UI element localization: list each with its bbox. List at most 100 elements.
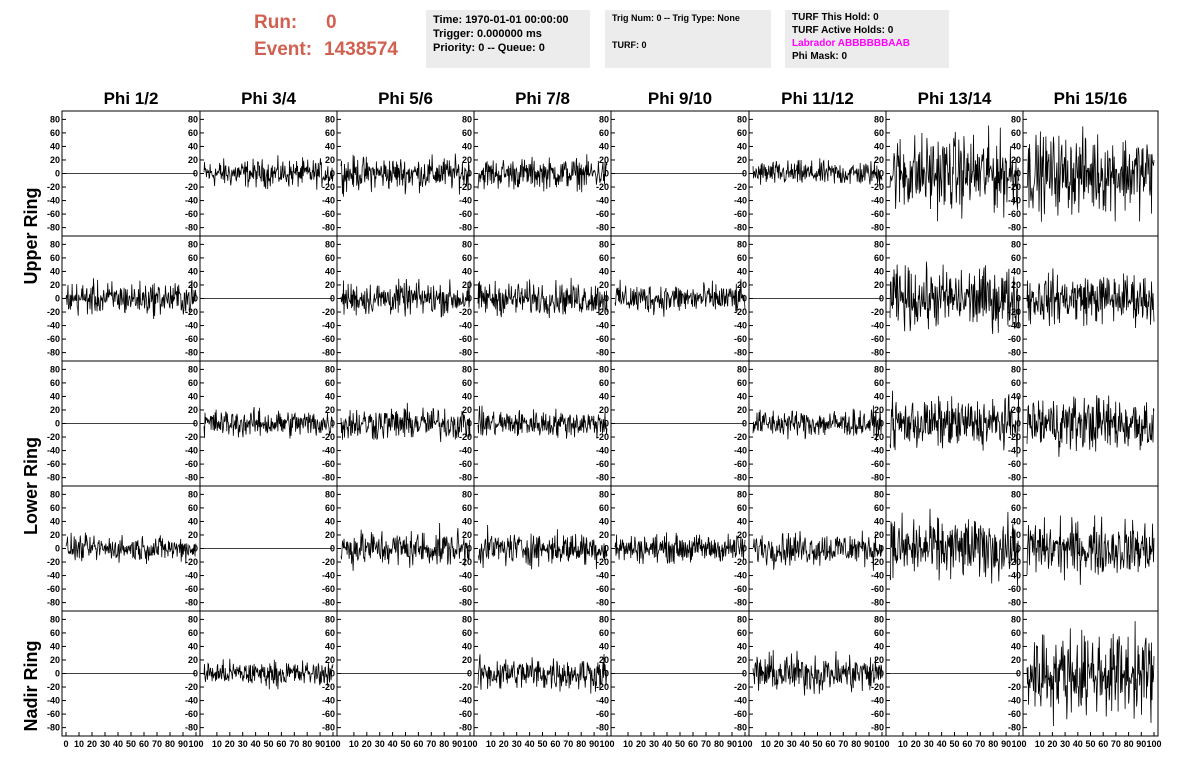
y-tick-label: 40 — [325, 516, 335, 526]
x-tick-label: 80 — [576, 739, 586, 749]
x-tick-label: 40 — [662, 739, 672, 749]
y-tick-label: 60 — [737, 128, 747, 138]
y-tick-label: -20 — [322, 557, 335, 567]
y-tick-label: 80 — [325, 614, 335, 624]
x-tick-label: 100 — [1011, 739, 1026, 749]
y-tick-label: 20 — [325, 655, 335, 665]
waveform-trace — [889, 261, 1020, 335]
y-tick-label: 20 — [599, 530, 609, 540]
y-tick-label: 60 — [50, 253, 60, 263]
y-tick-label: 0 — [193, 669, 198, 679]
x-tick-label: 10 — [74, 739, 84, 749]
y-tick-label: 0 — [55, 419, 60, 429]
y-tick-label: 0 — [1016, 294, 1021, 304]
y-tick-label: -20 — [459, 682, 472, 692]
waveform-trace — [340, 522, 471, 571]
y-tick-label: 0 — [330, 544, 335, 554]
waveform-panel: -80 -60 -40 -20 0 20 40 60 80 — [734, 360, 887, 487]
y-tick-label: 40 — [1011, 516, 1021, 526]
y-tick-label: -20 — [596, 682, 609, 692]
turf-line: TURF: 0 — [612, 40, 647, 50]
waveform-panel: -80 -60 -40 -20 0 20 40 60 80 — [596, 360, 750, 487]
column-header: Phi 11/12 — [781, 89, 854, 108]
x-tick-label: 40 — [800, 739, 810, 749]
x-tick-label: 80 — [302, 739, 312, 749]
y-tick-label: -80 — [47, 723, 60, 733]
ring-label: Lower Ring — [21, 437, 41, 535]
x-tick-label: 30 — [787, 739, 797, 749]
y-tick-label: -80 — [185, 223, 198, 233]
y-tick-label: 60 — [737, 628, 747, 638]
y-tick-label: -20 — [47, 432, 60, 442]
y-tick-label: 0 — [55, 544, 60, 554]
y-tick-label: -80 — [871, 598, 884, 608]
y-tick-label: -20 — [871, 682, 884, 692]
waveform-trace — [1026, 395, 1155, 457]
x-tick-label: 70 — [1111, 739, 1121, 749]
y-tick-label: -20 — [596, 182, 609, 192]
waveform-panel: -80 -60 -40 -20 0 20 40 60 80 — [734, 610, 887, 737]
y-tick-label: 40 — [188, 266, 198, 276]
y-tick-label: 20 — [325, 530, 335, 540]
y-tick-label: 40 — [462, 391, 472, 401]
y-tick-label: -80 — [1008, 473, 1021, 483]
trig-line: Trig Num: 0 -- Trig Type: None — [612, 13, 740, 23]
ring-label: Upper Ring — [21, 188, 41, 285]
y-tick-label: 20 — [325, 405, 335, 415]
y-tick-label: 20 — [462, 280, 472, 290]
y-tick-label: 0 — [55, 669, 60, 679]
y-tick-label: -60 — [47, 209, 60, 219]
y-tick-label: 40 — [874, 641, 884, 651]
y-tick-label: 20 — [188, 280, 198, 290]
y-tick-label: -60 — [1008, 209, 1021, 219]
y-tick-label: 60 — [599, 128, 609, 138]
y-tick-label: -40 — [47, 571, 60, 581]
run-label: Run: — [254, 12, 298, 33]
x-tick-label: 0 — [63, 739, 68, 749]
labrador-line: Labrador ABBBBBBAAB — [792, 38, 910, 49]
waveform-trace — [752, 650, 883, 696]
y-tick-label: 80 — [50, 364, 60, 374]
waveform-trace — [477, 154, 608, 193]
y-tick-label: 60 — [874, 253, 884, 263]
waveform-trace — [477, 524, 608, 570]
x-tick-label: 60 — [139, 739, 149, 749]
y-tick-label: 60 — [325, 503, 335, 513]
y-tick-label: 0 — [467, 669, 472, 679]
y-tick-label: -60 — [322, 584, 335, 594]
y-tick-label: -40 — [459, 196, 472, 206]
y-tick-label: 60 — [325, 253, 335, 263]
x-tick-label: 10 — [1035, 739, 1045, 749]
x-tick-label: 60 — [550, 739, 560, 749]
y-tick-label: -80 — [322, 473, 335, 483]
y-tick-label: -60 — [871, 459, 884, 469]
y-tick-label: 80 — [462, 364, 472, 374]
y-tick-label: 60 — [188, 628, 198, 638]
waveform-panel: -80 -60 -40 -20 0 20 40 60 80 — [459, 360, 612, 487]
y-tick-label: -20 — [459, 432, 472, 442]
y-tick-label: 60 — [188, 253, 198, 263]
waveform-panel: -80 -60 -40 -20 0 20 40 60 80 — [459, 235, 612, 362]
y-tick-label: -20 — [734, 682, 747, 692]
y-tick-label: 80 — [1011, 114, 1021, 124]
y-tick-label: 80 — [50, 489, 60, 499]
y-tick-label: 0 — [1016, 169, 1021, 179]
waveform-trace — [477, 277, 608, 319]
y-tick-label: -80 — [47, 473, 60, 483]
y-tick-label: -80 — [871, 723, 884, 733]
y-tick-label: 0 — [55, 294, 60, 304]
y-tick-label: 0 — [330, 419, 335, 429]
y-tick-label: 80 — [462, 614, 472, 624]
x-tick-label: 80 — [851, 739, 861, 749]
y-tick-label: 20 — [462, 530, 472, 540]
x-tick-label: 10 — [486, 739, 496, 749]
y-tick-label: 20 — [599, 655, 609, 665]
y-tick-label: -40 — [596, 696, 609, 706]
y-tick-label: -80 — [322, 348, 335, 358]
y-tick-label: -80 — [734, 473, 747, 483]
y-tick-label: -40 — [459, 571, 472, 581]
x-tick-label: 10 — [761, 739, 771, 749]
y-tick-label: -40 — [459, 446, 472, 456]
turf-active-line: TURF Active Holds: 0 — [792, 25, 894, 36]
